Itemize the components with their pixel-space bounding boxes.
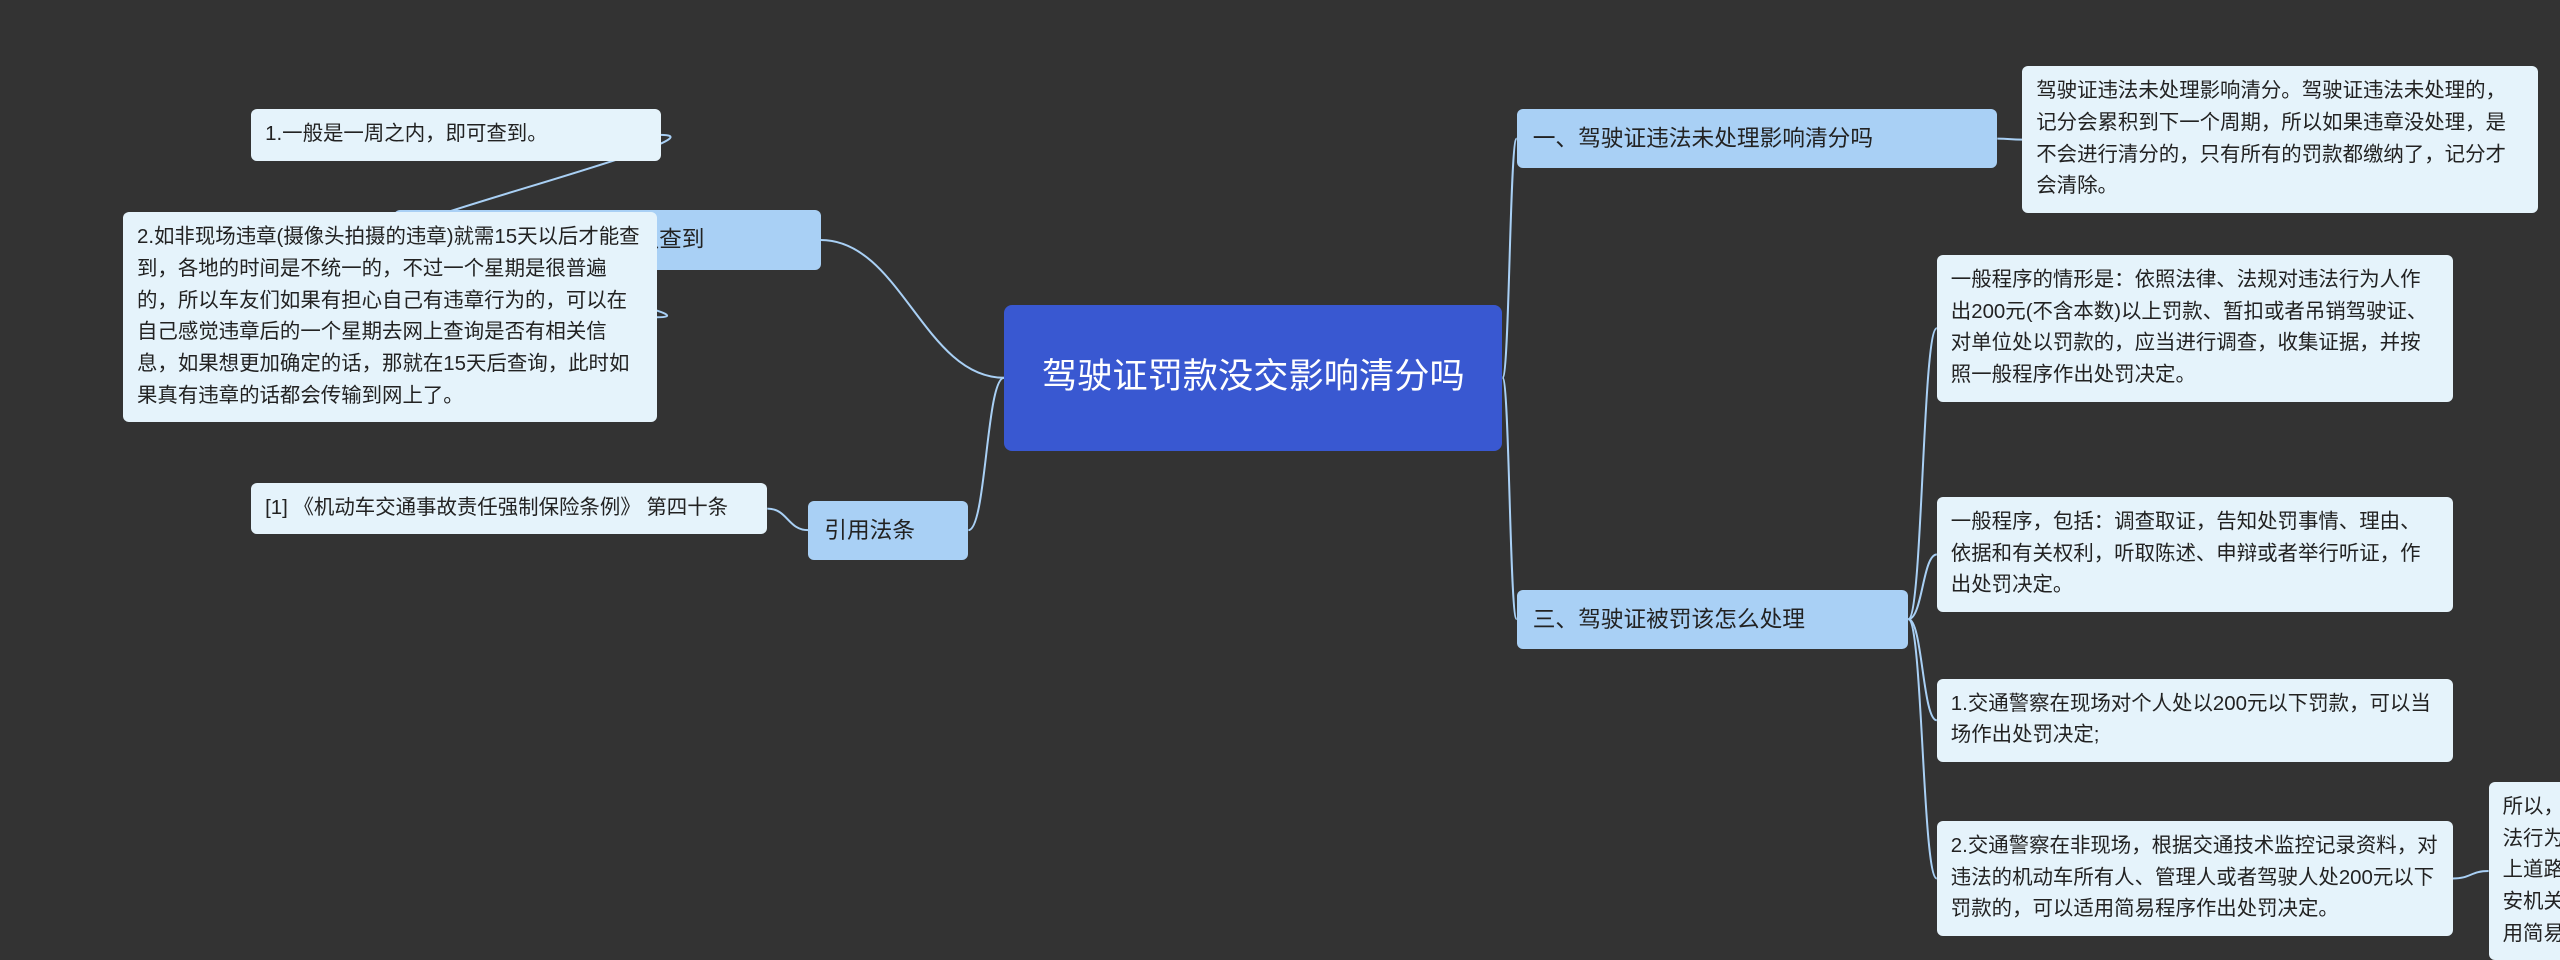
edge: [767, 509, 808, 531]
node-text: 1.交通警察在现场对个人处以200元以下罚款，可以当场作出处罚决定;: [1951, 693, 2431, 747]
leaf-node: 驾驶证违法未处理影响清分。驾驶证违法未处理的，记分会累积到下一个周期，所以如果违…: [2022, 66, 2538, 213]
leaf-node: 一般程序，包括：调查取证，告知处罚事情、理由、依据和有关权利，听取陈述、申辩或者…: [1937, 497, 2453, 612]
edge: [2453, 871, 2489, 879]
edge: [1908, 328, 1936, 619]
edge: [968, 378, 1004, 530]
branch-node: 三、驾驶证被罚该怎么处理: [1517, 590, 1909, 649]
branch-node: 一、驾驶证违法未处理影响清分吗: [1517, 109, 1998, 168]
edge: [821, 240, 1004, 378]
node-text: 一般程序的情形是：依照法律、法规对违法行为人作出200元(不含本数)以上罚款、暂…: [1951, 269, 2428, 386]
leaf-node: 2.如非现场违章(摄像头拍摄的违章)就需15天以后才能查到，各地的时间是不统一的…: [123, 212, 657, 422]
node-text: 2.交通警察在非现场，根据交通技术监控记录资料，对违法的机动车所有人、管理人或者…: [1951, 835, 2438, 920]
node-text: 三、驾驶证被罚该怎么处理: [1533, 606, 1805, 632]
node-text: 1.一般是一周之内，即可查到。: [265, 123, 548, 145]
node-text: 一、驾驶证违法未处理影响清分吗: [1533, 125, 1873, 151]
edge: [1908, 555, 1936, 620]
node-text: 驾驶证违法未处理影响清分。驾驶证违法未处理的，记分会累积到下一个周期，所以如果违…: [2036, 80, 2506, 197]
edge: [1908, 619, 1936, 878]
node-text: 一般程序，包括：调查取证，告知处罚事情、理由、依据和有关权利，听取陈述、申辩或者…: [1951, 511, 2421, 596]
branch-node: 引用法条: [808, 501, 968, 560]
leaf-node: 1.交通警察在现场对个人处以200元以下罚款，可以当场作出处罚决定;: [1937, 679, 2453, 762]
leaf-node: 所以，采用简易程序的都是处以200元以下的罚款的违法行为，根据《道路交通处理程序…: [2489, 782, 2560, 960]
node-text: 驾驶证罚款没交影响清分吗: [1042, 350, 1465, 405]
node-text: 引用法条: [824, 517, 915, 543]
edge: [1502, 139, 1516, 378]
edge: [1997, 139, 2022, 140]
leaf-node: 1.一般是一周之内，即可查到。: [251, 109, 660, 161]
edge: [1908, 619, 1936, 720]
center-node: 驾驶证罚款没交影响清分吗: [1004, 305, 1502, 451]
leaf-node: 一般程序的情形是：依照法律、法规对违法行为人作出200元(不含本数)以上罚款、暂…: [1937, 255, 2453, 402]
leaf-node: [1] 《机动车交通事故责任强制保险条例》 第四十条: [251, 483, 767, 535]
node-text: [1] 《机动车交通事故责任强制保险条例》 第四十条: [265, 497, 728, 519]
edge: [1502, 378, 1516, 619]
node-text: 2.如非现场违章(摄像头拍摄的违章)就需15天以后才能查到，各地的时间是不统一的…: [137, 226, 640, 406]
leaf-node: 2.交通警察在非现场，根据交通技术监控记录资料，对违法的机动车所有人、管理人或者…: [1937, 821, 2453, 936]
node-text: 所以，采用简易程序的都是处以200元以下的罚款的违法行为，根据《道路交通处理程序…: [2503, 796, 2560, 945]
